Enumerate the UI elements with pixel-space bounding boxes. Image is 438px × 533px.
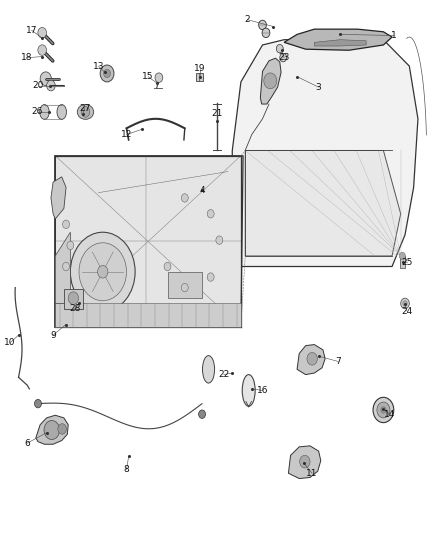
Circle shape: [58, 424, 67, 434]
Bar: [400, 256, 405, 268]
Ellipse shape: [40, 104, 49, 119]
Circle shape: [403, 301, 407, 306]
Circle shape: [46, 80, 55, 91]
Text: 6: 6: [25, 439, 30, 448]
Text: 11: 11: [307, 469, 318, 478]
Text: 15: 15: [142, 72, 154, 81]
Text: 24: 24: [402, 307, 413, 316]
Text: 1: 1: [391, 31, 397, 40]
Text: 20: 20: [32, 81, 44, 90]
Polygon shape: [51, 177, 66, 219]
Circle shape: [40, 72, 51, 86]
Circle shape: [280, 53, 287, 62]
Polygon shape: [55, 303, 241, 327]
Ellipse shape: [77, 104, 94, 119]
Circle shape: [401, 298, 410, 309]
Circle shape: [276, 44, 283, 53]
Circle shape: [155, 73, 163, 83]
Circle shape: [38, 27, 46, 38]
Polygon shape: [288, 446, 321, 479]
Polygon shape: [260, 58, 281, 104]
Circle shape: [104, 69, 110, 78]
Polygon shape: [36, 415, 68, 444]
Circle shape: [164, 262, 171, 271]
Ellipse shape: [57, 104, 67, 119]
Text: 7: 7: [335, 357, 341, 366]
Text: 19: 19: [194, 64, 206, 73]
Circle shape: [79, 243, 127, 301]
Text: 16: 16: [257, 386, 268, 395]
Text: 18: 18: [21, 53, 33, 62]
Circle shape: [258, 20, 266, 30]
Circle shape: [307, 352, 318, 365]
Text: 4: 4: [199, 185, 205, 195]
Text: 9: 9: [50, 330, 56, 340]
Circle shape: [71, 232, 135, 311]
Polygon shape: [284, 29, 392, 50]
Circle shape: [38, 45, 46, 55]
Text: 10: 10: [4, 338, 16, 348]
Circle shape: [181, 193, 188, 202]
Circle shape: [68, 292, 78, 304]
Text: 3: 3: [316, 83, 321, 92]
Circle shape: [264, 73, 277, 89]
Circle shape: [300, 455, 310, 468]
Circle shape: [262, 28, 270, 38]
Text: 23: 23: [279, 53, 290, 62]
Text: 21: 21: [212, 109, 223, 118]
Circle shape: [35, 399, 42, 408]
Ellipse shape: [202, 356, 215, 383]
Circle shape: [207, 209, 214, 218]
Text: 26: 26: [32, 108, 43, 116]
Text: 28: 28: [69, 304, 80, 313]
Circle shape: [100, 65, 114, 82]
Circle shape: [81, 107, 90, 117]
Circle shape: [216, 236, 223, 244]
Ellipse shape: [242, 375, 255, 406]
Polygon shape: [297, 344, 325, 375]
Circle shape: [381, 407, 386, 413]
Polygon shape: [245, 150, 401, 256]
Circle shape: [98, 265, 108, 278]
Circle shape: [198, 410, 205, 418]
Circle shape: [207, 273, 214, 281]
Polygon shape: [55, 156, 243, 327]
Bar: [196, 73, 203, 81]
Text: 25: 25: [402, 258, 413, 267]
Circle shape: [63, 262, 70, 271]
Circle shape: [63, 220, 70, 229]
Polygon shape: [232, 39, 418, 266]
Text: 12: 12: [121, 130, 132, 139]
Polygon shape: [55, 232, 71, 303]
Circle shape: [377, 402, 390, 418]
Polygon shape: [167, 272, 202, 298]
Circle shape: [399, 252, 406, 260]
Bar: [64, 289, 83, 309]
Circle shape: [67, 241, 74, 249]
Text: 13: 13: [93, 62, 104, 70]
Text: 17: 17: [26, 26, 37, 35]
Text: 2: 2: [244, 15, 250, 24]
Text: 14: 14: [384, 410, 396, 419]
Polygon shape: [314, 39, 366, 46]
Circle shape: [44, 421, 60, 440]
Text: 8: 8: [124, 465, 129, 474]
Text: 27: 27: [79, 104, 90, 113]
Circle shape: [373, 397, 394, 423]
Circle shape: [181, 284, 188, 292]
Text: 22: 22: [218, 370, 229, 379]
